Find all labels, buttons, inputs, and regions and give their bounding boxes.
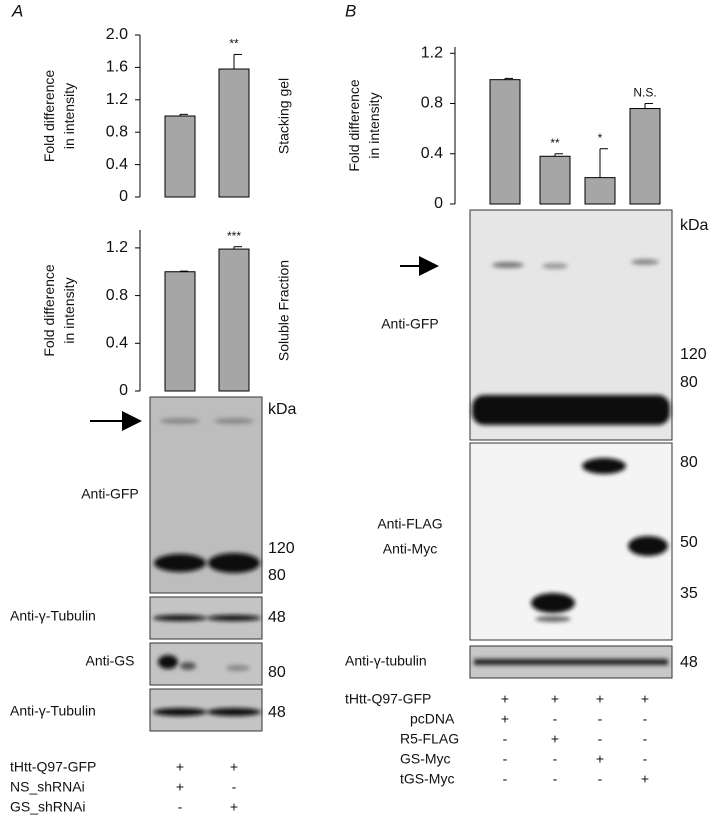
bar — [539, 155, 571, 205]
condition-sign: - — [598, 731, 603, 747]
marker-label: 80 — [680, 454, 698, 471]
bar — [584, 177, 616, 205]
blots-a — [90, 396, 263, 732]
y-tick-label: 0 — [434, 195, 443, 212]
y-tick-label: 0.8 — [106, 123, 128, 140]
condition-sign: - — [643, 711, 648, 727]
bar — [489, 79, 521, 205]
blot-label: Anti-γ-Tubulin — [10, 608, 96, 624]
condition-sign: + — [641, 691, 649, 707]
marker-label: 48 — [680, 654, 698, 671]
blot-label: Anti-GFP — [81, 486, 139, 502]
y-tick-label: 0.8 — [421, 95, 443, 112]
bar — [218, 248, 250, 392]
blot-label: Anti-GFP — [381, 316, 439, 332]
condition-name: tHtt-Q97-GFP — [10, 759, 96, 775]
bar — [218, 68, 250, 198]
significance: * — [598, 131, 603, 145]
condition-name: GS_shRNAi — [10, 799, 85, 815]
condition-name: GS-Myc — [400, 751, 451, 767]
y-label: Fold difference in intensity — [41, 264, 77, 357]
condition-sign: - — [598, 771, 603, 787]
marker-label: kDa — [268, 401, 297, 418]
marker-label: 80 — [268, 567, 286, 584]
y-label: Fold difference in intensity — [41, 70, 77, 163]
condition-name: tGS-Myc — [400, 771, 454, 787]
marker-label: 48 — [268, 609, 286, 626]
marker-label: 48 — [268, 704, 286, 721]
y-tick-label: 0.8 — [106, 287, 128, 304]
condition-sign: - — [643, 731, 648, 747]
condition-sign: + — [551, 731, 559, 747]
condition-sign: + — [596, 691, 604, 707]
bar — [164, 115, 196, 198]
bar — [164, 271, 196, 392]
condition-sign: + — [501, 711, 509, 727]
condition-name: pcDNA — [410, 711, 455, 727]
condition-sign: - — [553, 751, 558, 767]
significance: ** — [550, 136, 560, 150]
marker-label: 120 — [268, 540, 295, 557]
y-label-line: in intensity — [366, 92, 382, 158]
condition-name: tHtt-Q97-GFP — [345, 691, 431, 707]
condition-sign: + — [641, 771, 649, 787]
significance: ** — [229, 37, 239, 51]
condition-sign: + — [176, 759, 184, 775]
blot-label: Anti-FLAG — [377, 516, 442, 532]
condition-sign: - — [643, 751, 648, 767]
condition-sign: - — [178, 799, 183, 815]
y-tick-label: 0.4 — [106, 335, 128, 352]
y-tick-label: 0.4 — [421, 145, 443, 162]
condition-sign: + — [230, 799, 238, 815]
condition-sign: - — [553, 771, 558, 787]
blot-label: Anti-γ-Tubulin — [10, 703, 96, 719]
blot-label: Anti-γ-tubulin — [345, 653, 427, 669]
y-tick-label: 2.0 — [106, 26, 128, 43]
y-label-line: Fold difference — [346, 79, 362, 172]
condition-sign: - — [503, 771, 508, 787]
y-tick-label: 1.2 — [106, 239, 128, 256]
condition-sign: + — [596, 751, 604, 767]
condition-sign: - — [553, 711, 558, 727]
marker-label: 80 — [680, 374, 698, 391]
condition-sign: + — [551, 691, 559, 707]
y-label: Fold difference in intensity — [346, 79, 382, 172]
marker-label: 80 — [268, 664, 286, 681]
blot-label: Anti-GS — [85, 653, 134, 669]
significance: N.S. — [633, 86, 656, 100]
y-tick-label: 0 — [119, 382, 128, 399]
condition-sign: - — [503, 731, 508, 747]
condition-sign: - — [232, 779, 237, 795]
y-tick-label: 1.2 — [106, 91, 128, 108]
y-tick-label: 0 — [119, 188, 128, 205]
marker-label: 35 — [680, 585, 698, 602]
side-label: Soluble Fraction — [276, 260, 292, 361]
panel-label: A — [11, 1, 23, 20]
y-label-line: Fold difference — [41, 264, 57, 357]
marker-label: 50 — [680, 534, 698, 551]
y-tick-label: 0.4 — [106, 156, 128, 173]
y-tick-label: 1.6 — [106, 59, 128, 76]
marker-label: 120 — [680, 346, 707, 363]
condition-sign: - — [598, 711, 603, 727]
y-label-line: in intensity — [61, 277, 77, 343]
condition-sign: + — [176, 779, 184, 795]
significance: *** — [227, 229, 241, 243]
y-label-line: Fold difference — [41, 70, 57, 163]
y-tick-label: 1.2 — [421, 44, 443, 61]
blot-label: Anti-Myc — [383, 541, 437, 557]
condition-sign: - — [503, 751, 508, 767]
marker-label: kDa — [680, 217, 709, 234]
condition-sign: + — [501, 691, 509, 707]
side-label: Stacking gel — [276, 78, 292, 154]
y-label-line: in intensity — [61, 83, 77, 149]
bar — [629, 108, 661, 205]
condition-name: R5-FLAG — [400, 731, 459, 747]
blots-b — [400, 209, 673, 679]
panel-label: B — [345, 1, 356, 20]
condition-sign: + — [230, 759, 238, 775]
condition-name: NS_shRNAi — [10, 779, 85, 795]
